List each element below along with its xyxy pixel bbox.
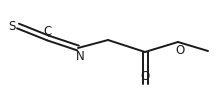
Text: O: O bbox=[140, 69, 150, 83]
Text: C: C bbox=[44, 24, 52, 38]
Text: S: S bbox=[9, 20, 16, 33]
Text: O: O bbox=[175, 44, 185, 57]
Text: N: N bbox=[76, 49, 84, 63]
